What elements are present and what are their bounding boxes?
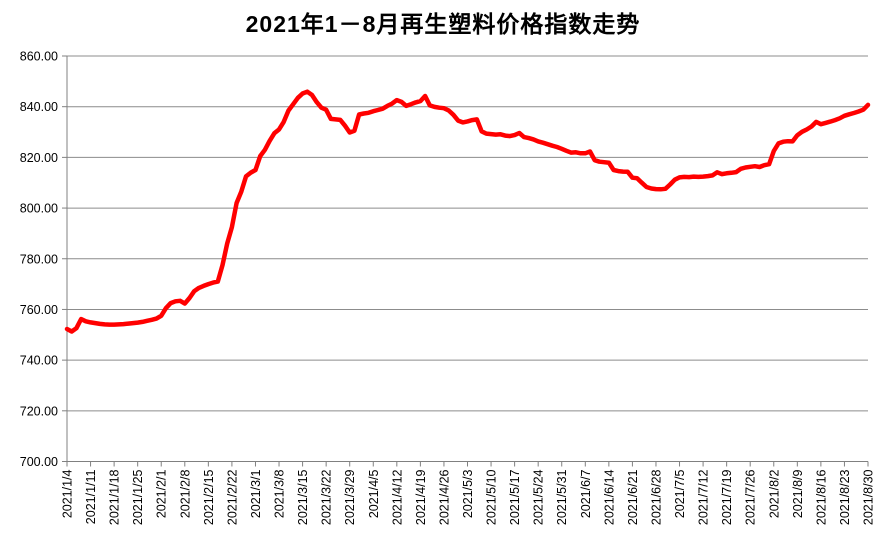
x-axis-tick-label: 2021/8/23 — [838, 469, 852, 525]
x-axis-tick-label: 2021/4/12 — [390, 469, 404, 525]
x-axis-tick-label: 2021/8/2 — [767, 469, 781, 518]
y-axis-tick-label: 720.00 — [20, 404, 58, 418]
x-axis-tick-label: 2021/7/5 — [673, 469, 687, 518]
x-axis-tick-label: 2021/4/5 — [367, 469, 381, 518]
x-axis-tick-label: 2021/3/29 — [343, 469, 357, 525]
x-axis-tick-label: 2021/5/3 — [461, 469, 475, 518]
x-axis-tick-label: 2021/5/31 — [555, 469, 569, 525]
x-axis-tick-label: 2021/6/14 — [602, 469, 616, 525]
x-axis-tick-label: 2021/3/15 — [296, 469, 310, 525]
x-axis-tick-label: 2021/7/26 — [744, 469, 758, 525]
x-axis-tick-label: 2021/6/7 — [579, 469, 593, 518]
x-axis-tick-label: 2021/3/22 — [320, 469, 334, 525]
x-axis-tick-label: 2021/4/26 — [437, 469, 451, 525]
x-axis-tick-label: 2021/6/28 — [649, 469, 663, 525]
x-axis-tick-label: 2021/1/4 — [61, 469, 75, 518]
y-axis-tick-label: 780.00 — [20, 252, 58, 266]
price-index-line — [64, 89, 871, 334]
y-axis-tick-label: 860.00 — [20, 50, 58, 64]
x-axis-tick-label: 2021/8/16 — [814, 469, 828, 525]
x-axis-tick-label: 2021/8/30 — [862, 469, 876, 525]
y-axis-tick-label: 740.00 — [20, 354, 58, 368]
x-axis-tick-label: 2021/5/17 — [508, 469, 522, 525]
x-axis-tick-label: 2021/2/15 — [202, 469, 216, 525]
x-axis-tick-label: 2021/4/19 — [414, 469, 428, 525]
x-axis-tick-label: 2021/7/12 — [697, 469, 711, 525]
x-axis-tick-label: 2021/3/1 — [249, 469, 263, 518]
x-axis-tick-label: 2021/2/8 — [178, 469, 192, 518]
x-axis-tick-label: 2021/2/22 — [225, 469, 239, 525]
x-axis-tick-label: 2021/3/8 — [273, 469, 287, 518]
x-axis-tick-label: 2021/1/18 — [108, 469, 122, 525]
x-axis-tick-label: 2021/2/1 — [155, 469, 169, 518]
chart-title: 2021年1－8月再生塑料价格指数走势 — [245, 11, 641, 37]
x-axis-tick-label: 2021/6/21 — [626, 469, 640, 525]
y-axis-tick-label: 800.00 — [20, 202, 58, 216]
x-axis-tick-label: 2021/8/9 — [791, 469, 805, 518]
x-axis-tick-label: 2021/1/25 — [131, 469, 145, 525]
y-axis-tick-label: 840.00 — [20, 100, 58, 114]
x-axis-tick-label: 2021/1/11 — [84, 469, 98, 524]
x-axis-tick-label: 2021/5/24 — [532, 469, 546, 525]
y-axis-tick-label: 820.00 — [20, 151, 58, 165]
y-axis-tick-label: 700.00 — [20, 455, 58, 469]
x-axis-tick-label: 2021/7/19 — [720, 469, 734, 525]
x-axis-tick-label: 2021/5/10 — [485, 469, 499, 525]
y-axis-tick-label: 760.00 — [20, 303, 58, 317]
